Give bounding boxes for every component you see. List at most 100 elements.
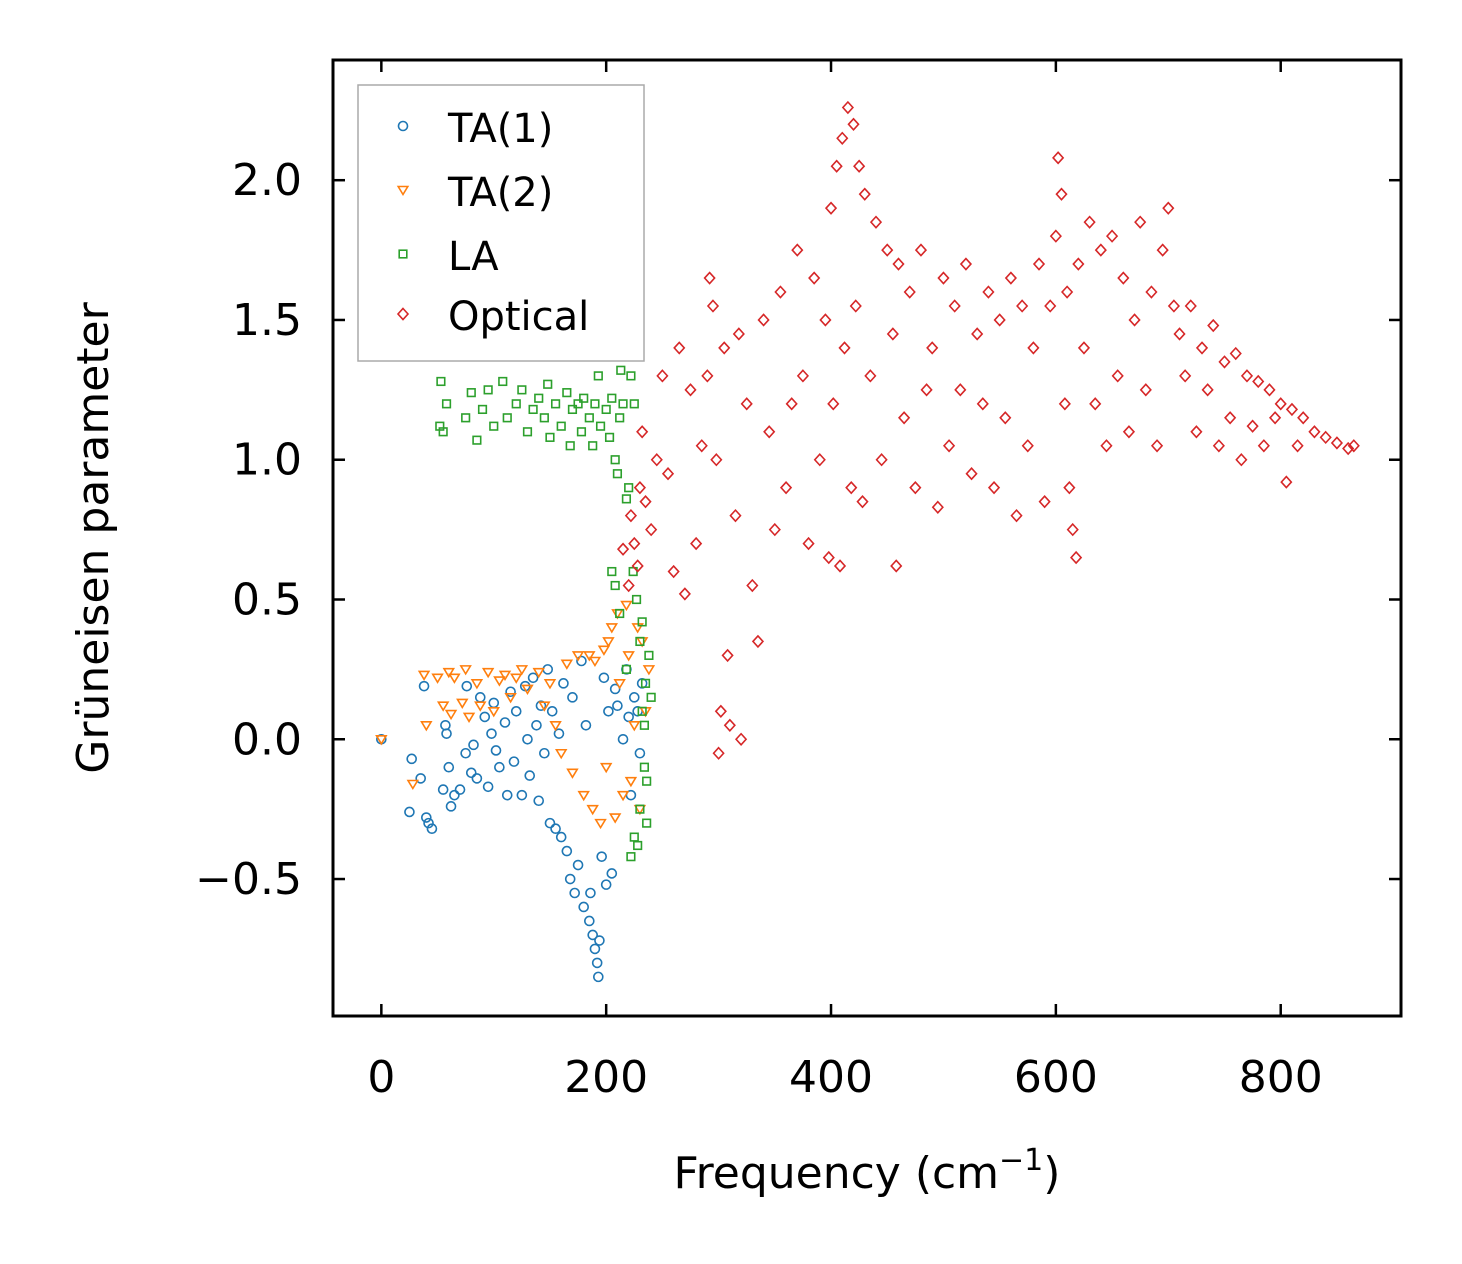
data-point [555,748,568,760]
data-point [444,709,458,721]
data-point [892,257,905,271]
data-point [406,779,420,791]
data-point [684,383,697,397]
data-point [1297,411,1310,425]
data-point [543,679,557,690]
data-point [1212,439,1225,453]
data-point [631,594,642,605]
data-point [931,500,944,514]
data-point [849,299,862,313]
data-point [808,271,821,285]
data-point [642,776,652,786]
data-point [1190,425,1203,439]
data-point [493,676,506,687]
data-point [1122,425,1136,439]
data-point [1235,453,1248,467]
data-point [580,719,592,731]
data-point [830,159,843,173]
data-point [635,636,645,647]
data-point [1049,229,1062,243]
data-point [436,376,446,387]
data-point [710,453,723,467]
data-point [607,393,617,403]
data-point [528,404,538,415]
data-point [524,770,536,781]
data-point [1269,411,1282,425]
data-point [650,453,663,467]
data-point [631,559,644,573]
data-point [1139,383,1152,397]
data-point [426,823,438,835]
x-tick-label: 600 [1014,1052,1098,1103]
data-point [505,686,516,698]
data-point [847,117,860,131]
data-point [522,733,533,745]
data-point [584,915,595,927]
data-point [628,720,641,732]
data-point [1173,327,1186,341]
data-point [1063,480,1076,495]
data-point [703,271,716,285]
data-point [875,453,888,467]
data-point [569,887,581,899]
data-point [768,522,781,537]
data-point [539,413,549,423]
data-point [599,762,613,774]
data-point [646,692,656,702]
data-point [718,341,731,355]
data-point [615,413,625,423]
data-point [1229,346,1242,361]
data-point [1010,508,1023,523]
data-point [774,285,787,299]
data-point [1061,285,1074,299]
data-point [571,651,585,662]
data-point [515,665,529,676]
data-point [521,684,534,696]
data-point [454,784,466,795]
data-point [937,271,950,285]
data-point [605,623,619,634]
data-point [577,790,590,802]
data-point [620,600,633,612]
data-point [898,411,911,425]
data-point [443,761,455,773]
data-point [527,672,539,684]
data-point [1330,436,1344,450]
data-point [1089,397,1102,411]
data-point [642,818,652,828]
data-point [483,385,493,395]
data-point [602,637,615,648]
data-point [510,673,523,684]
data-point [785,397,798,411]
data-point [920,383,933,397]
data-point [903,285,916,299]
data-point [532,667,545,679]
data-point [468,739,479,751]
data-point [431,673,444,684]
data-point [498,376,508,387]
legend-label-ta2: TA(2) [447,170,553,216]
data-point [740,397,753,411]
data-point [661,467,675,481]
data-point [567,692,578,703]
data-point [461,413,471,423]
data-point [510,706,522,717]
data-point [1111,369,1124,383]
y-tick-label: 0.0 [232,714,302,765]
legend-label-la: LA [448,234,499,280]
data-point [465,767,477,779]
data-point [566,768,579,779]
series-ta-1- [376,655,648,983]
data-point [489,421,499,431]
data-point [437,784,449,795]
data-point [628,536,641,551]
data-point [942,439,956,453]
data-point [504,693,517,704]
data-point [1308,425,1321,439]
data-point [578,901,589,913]
data-point [827,397,840,411]
data-point [531,719,542,731]
data-point [516,789,528,801]
data-point [590,399,600,409]
y-tick-label: 1.5 [232,295,302,346]
